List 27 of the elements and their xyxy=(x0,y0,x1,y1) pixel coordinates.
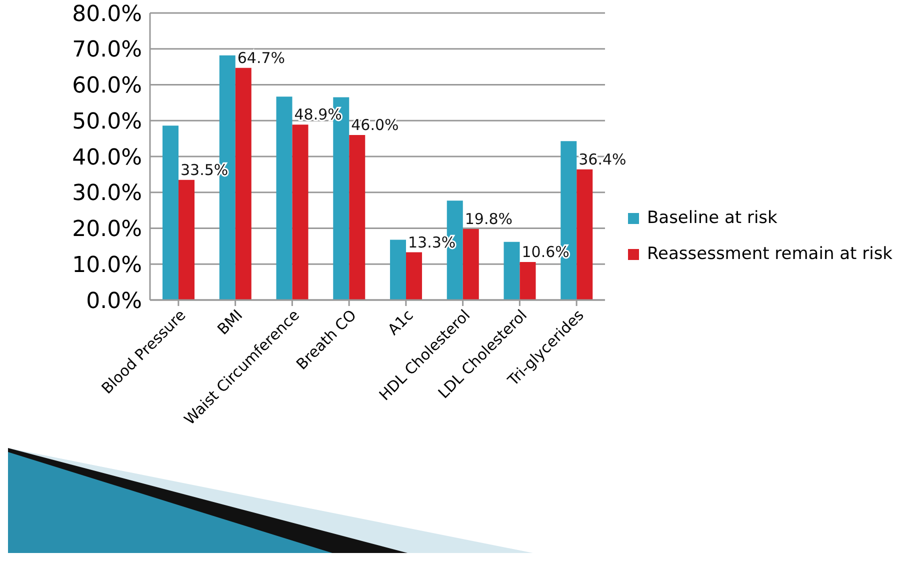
bar xyxy=(406,252,422,300)
y-tick-label: 40.0% xyxy=(72,145,142,170)
y-tick-label: 30.0% xyxy=(72,181,142,206)
y-tick-label: 10.0% xyxy=(72,252,142,278)
y-tick-label: 70.0% xyxy=(72,38,142,63)
data-label: 64.7% xyxy=(237,48,286,67)
y-tick-label: 0.0% xyxy=(86,288,142,314)
bar xyxy=(276,96,292,300)
data-label: 46.0% xyxy=(351,116,399,134)
bar xyxy=(520,262,536,300)
y-tick-label: 80.0% xyxy=(72,2,142,27)
bar xyxy=(390,240,406,300)
bar xyxy=(349,134,366,300)
bar xyxy=(292,124,308,300)
bar xyxy=(504,242,520,300)
bar xyxy=(576,169,593,300)
y-tick-label: 60.0% xyxy=(72,74,142,99)
bar xyxy=(178,180,195,300)
bar xyxy=(462,228,479,300)
legend-label: Baseline at risk xyxy=(647,208,778,228)
bar xyxy=(235,68,252,300)
y-tick-label: 20.0% xyxy=(72,217,142,242)
data-label: 19.8% xyxy=(464,210,513,228)
bar xyxy=(162,126,179,300)
legend-label: Reassessment remain at risk xyxy=(647,244,893,264)
y-tick-label: 50.0% xyxy=(72,109,142,134)
data-label: 36.4% xyxy=(578,150,626,168)
